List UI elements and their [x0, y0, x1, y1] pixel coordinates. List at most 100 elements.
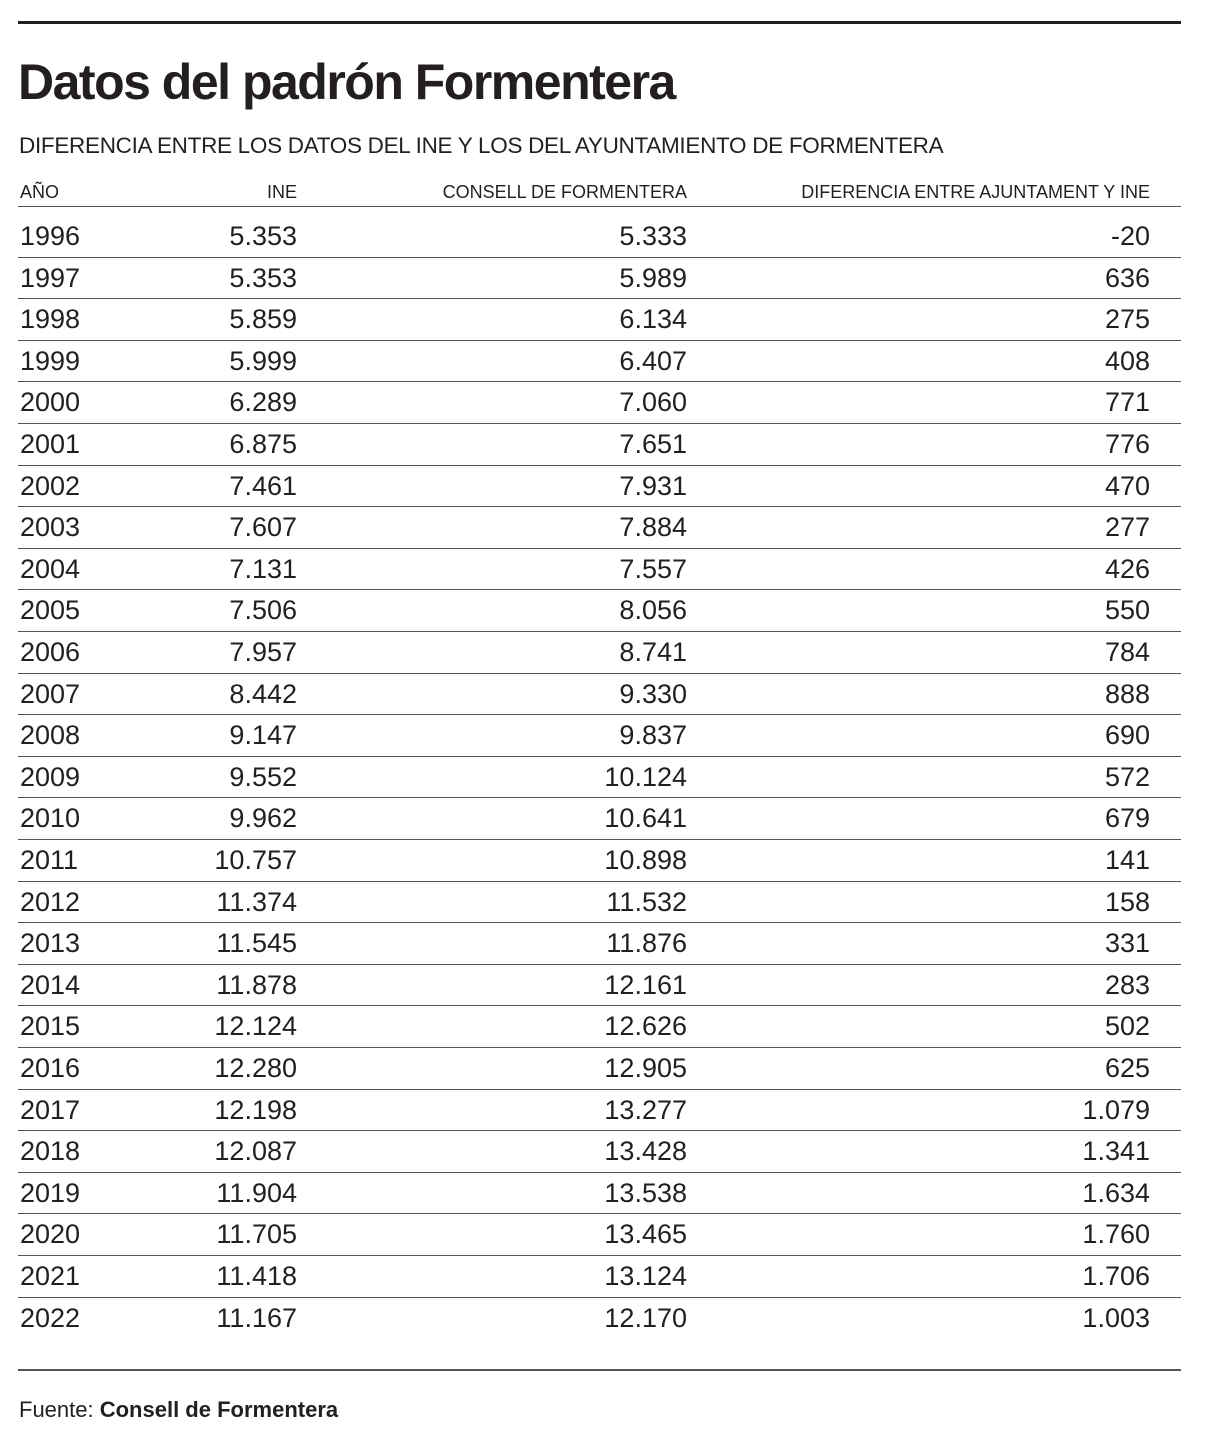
cell-diferencia: 771	[1104, 387, 1150, 418]
cell-year: 2008	[20, 720, 81, 751]
cell-consell: 7.931	[619, 470, 687, 501]
cell-year: 2021	[20, 1261, 81, 1291]
cell-diferencia: 625	[1104, 1053, 1150, 1083]
cell-year: 2007	[20, 678, 81, 709]
table-row: 2003 7.607 7.884 277	[18, 507, 1181, 549]
cell-ine: 5.999	[229, 345, 297, 376]
cell-consell: 13.428	[604, 1136, 687, 1167]
cell-year: 2018	[20, 1136, 81, 1167]
cell-diferencia: 1.341	[1082, 1136, 1150, 1167]
cell-ine: 12.087	[214, 1136, 297, 1167]
table-row: 2019 11.904 13.538 1.634	[18, 1173, 1181, 1215]
cell-consell: 8.056	[619, 595, 687, 626]
table-row: 2016 12.280 12.905 625	[18, 1048, 1181, 1090]
cell-diferencia: 277	[1104, 512, 1150, 543]
cell-year: 2009	[20, 761, 81, 792]
cell-ine: 7.131	[229, 553, 297, 584]
cell-consell: 12.170	[604, 1302, 687, 1333]
cell-diferencia: 679	[1104, 803, 1150, 834]
subtitle: DIFERENCIA ENTRE LOS DATOS DEL INE Y LOS…	[19, 133, 944, 158]
cell-consell: 6.407	[619, 345, 687, 376]
cell-ine: 12.198	[214, 1094, 297, 1125]
cell-diferencia: 636	[1104, 262, 1150, 293]
cell-consell: 10.898	[604, 845, 687, 875]
cell-year: 2013	[20, 928, 81, 959]
cell-consell: 6.134	[619, 304, 687, 335]
cell-year: 2015	[20, 1011, 81, 1042]
cell-year: 2020	[20, 1219, 81, 1250]
cell-ine: 11.878	[216, 969, 297, 1000]
table-row: 2005 7.506 8.056 550	[18, 590, 1181, 632]
table-row: 2010 9.962 10.641 679	[18, 798, 1181, 840]
table-row: 2008 9.147 9.837 690	[18, 715, 1181, 757]
cell-consell: 10.641	[604, 803, 687, 834]
table-row: 2021 11.418 13.124 1.706	[18, 1256, 1181, 1298]
cell-year: 2004	[20, 553, 81, 584]
cell-consell: 8.741	[619, 637, 687, 667]
cell-year: 2019	[20, 1177, 81, 1208]
cell-year: 1998	[20, 304, 81, 335]
table-row: 2007 8.442 9.330 888	[18, 674, 1181, 716]
cell-year: 2010	[20, 803, 81, 834]
cell-year: 1997	[20, 262, 81, 293]
cell-diferencia: 572	[1104, 761, 1150, 792]
cell-diferencia: 283	[1104, 969, 1150, 1000]
table-row: 2011 10.757 10.898 141	[18, 840, 1181, 882]
cell-consell: 11.532	[606, 886, 687, 917]
cell-ine: 7.461	[229, 470, 297, 501]
table-row: 2014 11.878 12.161 283	[18, 965, 1181, 1007]
cell-diferencia: 502	[1104, 1011, 1150, 1042]
cell-ine: 7.957	[229, 637, 297, 667]
cell-ine: 11.167	[216, 1302, 297, 1333]
source-name: Consell de Formentera	[99, 1397, 339, 1422]
cell-ine: 11.374	[216, 886, 297, 917]
table-row: 2000 6.289 7.060 771	[18, 382, 1181, 424]
cell-ine: 5.859	[229, 304, 297, 335]
cell-consell: 9.330	[619, 678, 687, 709]
table-row: 2012 11.374 11.532 158	[18, 882, 1181, 924]
cell-consell: 12.905	[604, 1053, 687, 1083]
cell-year: 2000	[20, 387, 81, 418]
cell-consell: 13.538	[604, 1177, 687, 1208]
cell-consell: 5.989	[619, 262, 687, 293]
table-row: 2018 12.087 13.428 1.341	[18, 1131, 1181, 1173]
cell-diferencia: 1.706	[1082, 1261, 1150, 1291]
cell-ine: 6.289	[229, 387, 297, 418]
table-row: 2001 6.875 7.651 776	[18, 424, 1181, 466]
cell-year: 1999	[20, 345, 81, 376]
cell-year: 2001	[20, 429, 81, 459]
table-header: AÑO INE CONSELL DE FORMENTERA DIFERENCIA…	[18, 182, 1181, 207]
cell-ine: 8.442	[229, 678, 297, 709]
cell-ine: 5.353	[229, 221, 297, 251]
cell-year: 2012	[20, 886, 81, 917]
table-row: 1999 5.999 6.407 408	[18, 341, 1181, 383]
cell-consell: 13.465	[604, 1219, 687, 1250]
cell-ine: 9.147	[229, 720, 297, 751]
cell-year: 2017	[20, 1094, 81, 1125]
table-row: 2013 11.545 11.876 331	[18, 923, 1181, 965]
cell-diferencia: 426	[1104, 553, 1150, 584]
cell-year: 2002	[20, 470, 81, 501]
header-diferencia: DIFERENCIA ENTRE AJUNTAMENT Y INE	[801, 182, 1150, 202]
header-ine: INE	[266, 182, 297, 202]
table-row: 2022 11.167 12.170 1.003	[18, 1298, 1181, 1340]
cell-ine: 9.962	[229, 803, 297, 834]
cell-ine: 6.875	[229, 429, 297, 459]
cell-diferencia: 888	[1104, 678, 1150, 709]
top-rule	[18, 21, 1181, 24]
cell-consell: 7.557	[619, 553, 687, 584]
source-label: Fuente:	[19, 1397, 94, 1422]
bottom-rule	[18, 1369, 1181, 1371]
table-row: 1996 5.353 5.333 -20	[18, 216, 1181, 258]
cell-consell: 5.333	[619, 221, 687, 251]
cell-consell: 12.626	[604, 1011, 687, 1042]
cell-consell: 12.161	[604, 969, 687, 1000]
cell-year: 2006	[20, 637, 81, 667]
header-year: AÑO	[20, 182, 60, 202]
cell-consell: 13.124	[604, 1261, 687, 1291]
cell-ine: 11.705	[216, 1219, 297, 1250]
table-row: 2006 7.957 8.741 784	[18, 632, 1181, 674]
cell-ine: 11.904	[216, 1177, 297, 1208]
cell-diferencia: 690	[1104, 720, 1150, 751]
cell-diferencia: 1.079	[1082, 1094, 1150, 1125]
